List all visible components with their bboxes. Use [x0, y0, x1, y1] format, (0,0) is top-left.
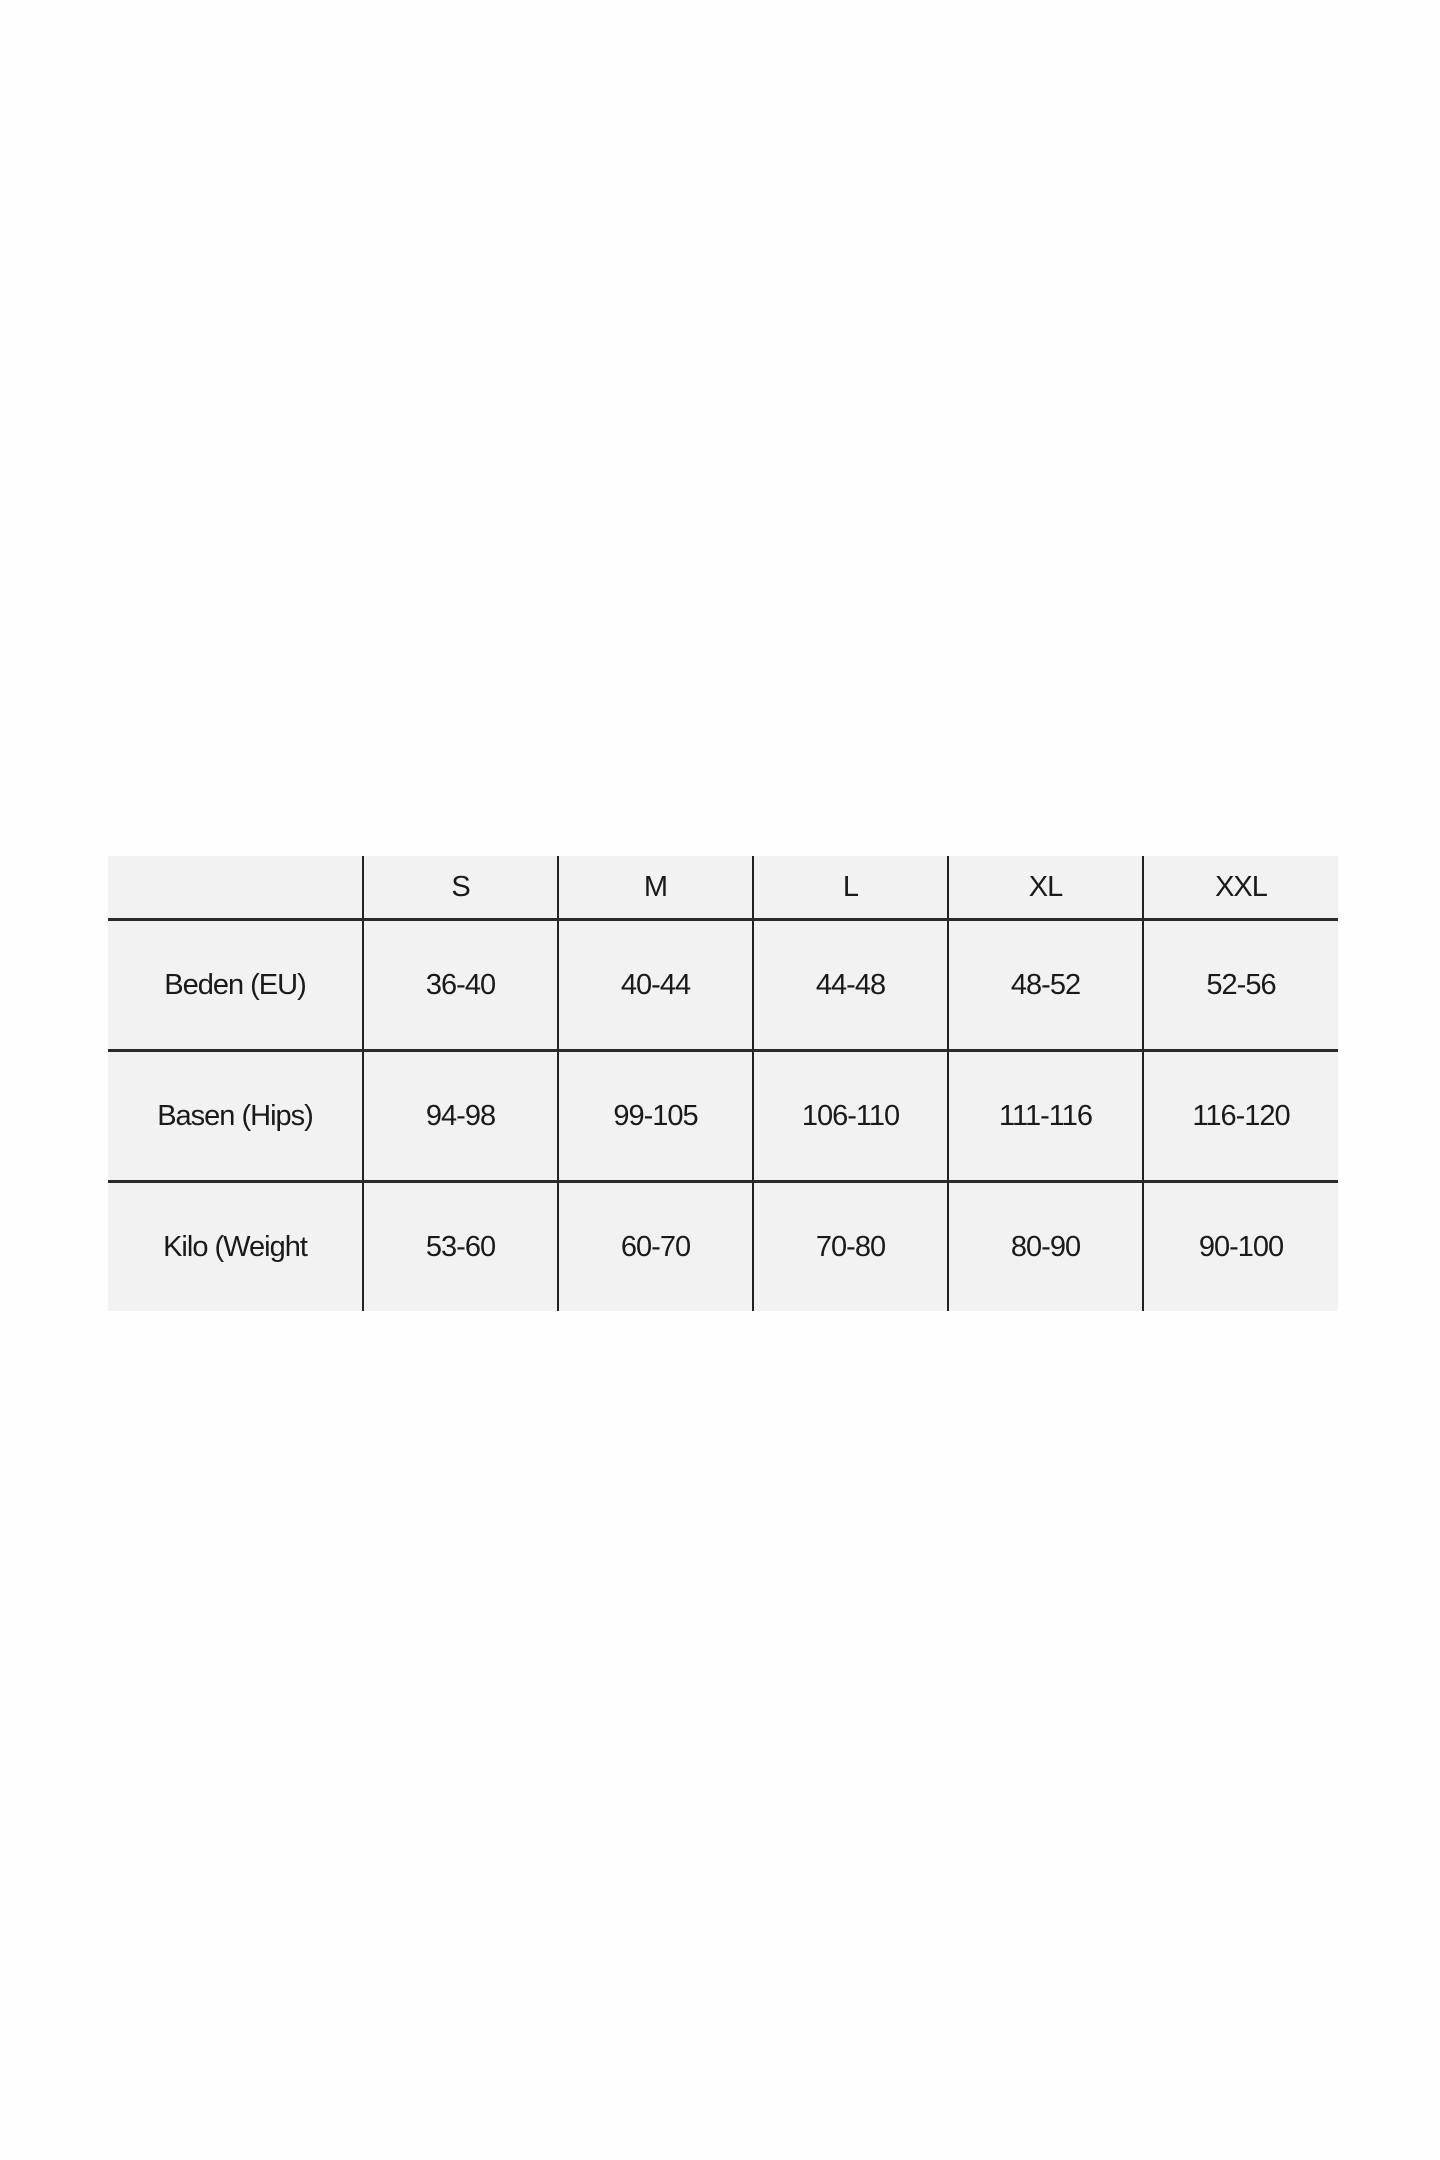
table-row: Beden (EU) 36-40 40-44 44-48 48-52 52-56 — [108, 918, 1338, 1051]
table-cell: 70-80 — [752, 1180, 948, 1311]
table-row: Kilo (Weight 53-60 60-70 70-80 80-90 90-… — [108, 1180, 1338, 1311]
header-cell-empty — [108, 856, 363, 920]
table-header-row: S M L XL XXL — [108, 856, 1338, 920]
size-chart-table: S M L XL XXL Beden (EU) 36-40 40-44 44-4… — [108, 856, 1338, 1311]
table-cell: 48-52 — [947, 918, 1143, 1051]
table-cell: 116-120 — [1142, 1049, 1338, 1182]
header-cell-s: S — [362, 856, 558, 920]
table-cell: 53-60 — [362, 1180, 558, 1311]
header-cell-xxl: XXL — [1142, 856, 1338, 920]
table-cell: 99-105 — [557, 1049, 753, 1182]
table-cell: 36-40 — [362, 918, 558, 1051]
table-cell: 60-70 — [557, 1180, 753, 1311]
table-cell: 80-90 — [947, 1180, 1143, 1311]
table-cell: 94-98 — [362, 1049, 558, 1182]
table-cell: 90-100 — [1142, 1180, 1338, 1311]
table-cell: 111-116 — [947, 1049, 1143, 1182]
table-cell: 106-110 — [752, 1049, 948, 1182]
table-cell: 52-56 — [1142, 918, 1338, 1051]
header-cell-l: L — [752, 856, 948, 920]
table-cell: 40-44 — [557, 918, 753, 1051]
header-cell-xl: XL — [947, 856, 1143, 920]
row-label: Basen (Hips) — [108, 1049, 363, 1182]
row-label: Beden (EU) — [108, 918, 363, 1051]
row-label: Kilo (Weight — [108, 1180, 363, 1311]
table-cell: 44-48 — [752, 918, 948, 1051]
table-row: Basen (Hips) 94-98 99-105 106-110 111-11… — [108, 1049, 1338, 1182]
header-cell-m: M — [557, 856, 753, 920]
